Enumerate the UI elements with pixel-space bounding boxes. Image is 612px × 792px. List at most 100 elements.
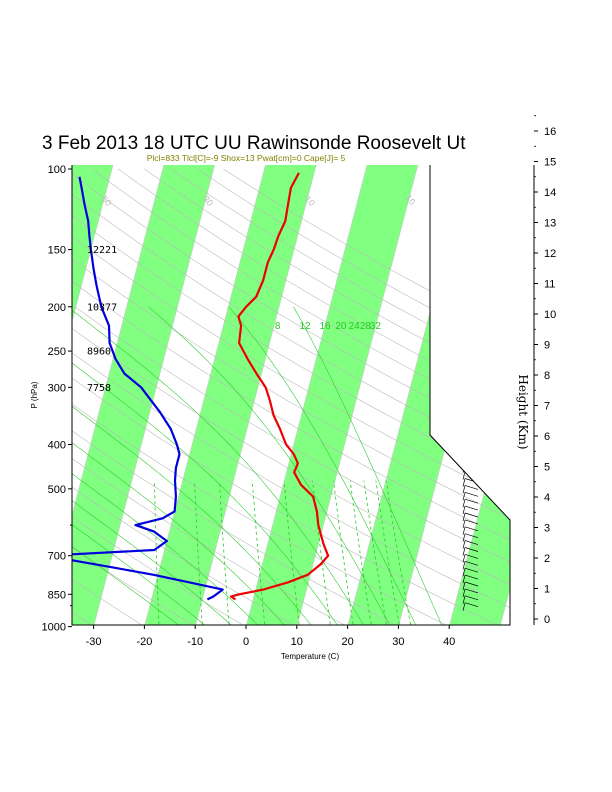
wind-barb-flag (462, 409, 466, 418)
height-label: 8960 (87, 347, 111, 358)
height-tick-label: 12 (544, 248, 556, 260)
wind-barb-flag (462, 361, 466, 370)
height-tick-label: 8 (544, 370, 550, 382)
wind-barb-flag (462, 257, 466, 266)
wind-barb-flag (462, 450, 466, 459)
wind-barb (464, 429, 479, 435)
wind-barb (464, 560, 479, 566)
isotherm-line (72, 165, 118, 625)
mixing-ratio-line (251, 480, 267, 625)
mixing-ratio-line (219, 480, 231, 625)
wind-barb-flag (462, 471, 466, 480)
wind-barb-flag (462, 437, 466, 446)
wind-barb (464, 222, 479, 228)
wind-barb (464, 284, 479, 290)
sounding-profiles (72, 172, 330, 601)
height-tick-label: 4 (544, 492, 550, 504)
wind-barb (464, 333, 479, 338)
wind-barb (464, 422, 479, 428)
wind-barb (464, 291, 479, 297)
wind-barb (464, 236, 479, 242)
moist-adiabat (72, 306, 244, 625)
wind-barb-flag (462, 554, 466, 563)
wind-barb (464, 312, 479, 318)
chart-title: 3 Feb 2013 18 UTC UU Rawinsonde Roosevel… (42, 133, 466, 154)
wind-barb-flag (462, 423, 466, 432)
moist-adiabat (72, 306, 270, 625)
wind-barb-flag (462, 167, 466, 177)
wind-barb (464, 388, 479, 394)
mixing-ratio-line (375, 480, 402, 625)
wind-barb-flag (462, 499, 466, 508)
y-axis-title: P (hPa) (30, 381, 39, 408)
wind-barb-flag (462, 381, 466, 390)
height-axis-title: Height (Km) (516, 374, 530, 449)
wind-barb (464, 505, 479, 511)
mixing-ratio-label: 28 (360, 321, 372, 332)
dry-adiabat (72, 168, 161, 625)
y-tick-label: 200 (48, 302, 66, 314)
y-tick-label: 500 (48, 484, 66, 496)
wind-barb (464, 491, 479, 497)
plot-frame (71, 165, 511, 626)
wind-barb-flag (462, 374, 466, 384)
wind-barb-flag (462, 354, 466, 363)
wind-barb (464, 409, 479, 414)
dry-adiabat (72, 168, 510, 625)
temperature-band (0, 148, 16, 645)
height-tick-label: 6 (544, 431, 550, 443)
height-tick-label: 16 (544, 126, 556, 138)
mixing-ratio-line (194, 480, 204, 625)
wind-barb-flag (462, 512, 466, 522)
y-tick-label: 400 (48, 440, 66, 452)
isotherm-line (88, 165, 220, 625)
wind-barb (464, 581, 479, 587)
wind-barb-flag (462, 271, 466, 280)
isotherm-label: 30 (505, 193, 519, 207)
wind-barb (464, 436, 479, 442)
x-tick-label: 40 (443, 636, 455, 648)
wind-barb-flag (462, 292, 466, 301)
wind-barb (464, 298, 479, 304)
height-tick-label: 3 (544, 523, 550, 535)
wind-barb-flag (462, 305, 466, 315)
wind-barb-flag (462, 216, 466, 225)
wind-barb (464, 305, 479, 311)
wind-barb-flag (462, 340, 466, 349)
wind-barb-flag (462, 575, 466, 584)
dry-adiabat (72, 168, 367, 625)
pressure-axis: 100 150 200 250 300 400 500 700 850 1000 (42, 164, 72, 634)
wind-barb (464, 319, 479, 325)
moist-adiabat (72, 306, 371, 625)
moist-adiabat (72, 306, 295, 625)
dry-adiabat (72, 168, 510, 625)
wind-barb-flag (462, 250, 466, 259)
moist-adiabat (228, 306, 422, 625)
wind-barb (464, 181, 479, 187)
x-tick-label: 10 (291, 636, 303, 648)
isotherm-line (240, 165, 372, 625)
wind-barb (464, 257, 479, 263)
wind-barb-flag (462, 506, 466, 515)
wind-barb-flag (462, 457, 466, 466)
mixing-ratio-label: 16 (319, 321, 331, 332)
dry-adiabat (72, 168, 418, 625)
moist-adiabat (72, 306, 320, 625)
mixing-ratio-label: 8 (275, 321, 281, 332)
wind-barb-flag (462, 285, 466, 294)
x-tick-label: 0 (243, 636, 249, 648)
wind-barb (464, 381, 479, 387)
mixing-ratio-line (154, 480, 160, 625)
wind-barb (464, 326, 479, 332)
dry-adiabat (72, 168, 315, 625)
x-tick-label: 20 (341, 636, 353, 648)
wind-barb-flag (462, 195, 466, 204)
x-tick-label: -20 (136, 636, 152, 648)
wind-barb (464, 416, 479, 421)
y-tick-label: 150 (48, 245, 66, 257)
y-tick-label: 700 (48, 551, 66, 563)
mixing-ratio-line (333, 480, 356, 625)
wind-barb (464, 264, 479, 269)
